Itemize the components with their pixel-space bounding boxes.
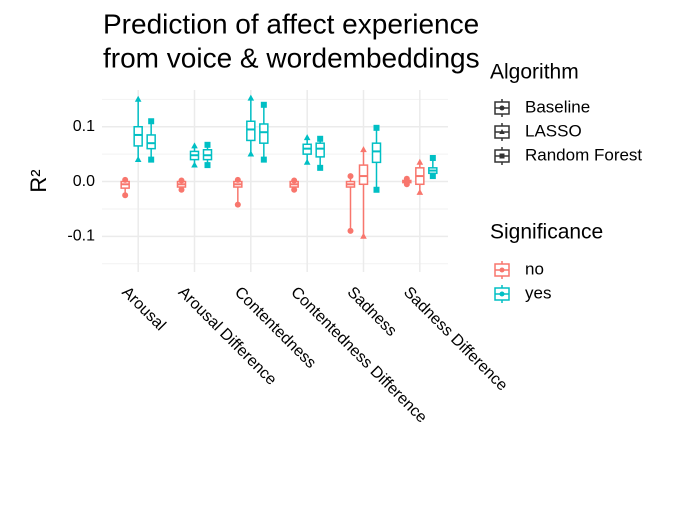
legend-label: yes [525, 283, 551, 302]
min-point [191, 161, 198, 168]
legend-label: no [525, 259, 544, 278]
x-tick-label: Sadness [344, 284, 400, 340]
max-point [260, 101, 267, 108]
min-point [234, 201, 241, 208]
min-point [291, 186, 298, 193]
x-tick-label: Arousal [118, 284, 168, 334]
legend-icon [499, 153, 505, 159]
legend-label: Baseline [525, 97, 590, 116]
max-point [416, 158, 424, 165]
max-point [191, 142, 198, 149]
max-point [204, 141, 211, 148]
box-group [428, 154, 438, 180]
max-point [360, 146, 367, 153]
box [146, 134, 156, 150]
y-tick-label: -0.1 [67, 228, 95, 245]
box-group [120, 176, 130, 199]
chart-title: from voice & wordembeddings [103, 42, 480, 73]
max-point [403, 175, 410, 182]
box-group [358, 146, 369, 239]
box-group [259, 101, 269, 163]
min-point [403, 181, 410, 188]
box [371, 142, 382, 164]
box-group [345, 173, 356, 234]
min-point [148, 156, 155, 163]
min-point [317, 164, 324, 171]
y-axis-label: R² [26, 169, 51, 192]
box-group [146, 118, 156, 163]
box [315, 142, 325, 158]
box-group [202, 141, 213, 169]
min-point [416, 188, 424, 195]
max-point [291, 177, 298, 184]
box-group [189, 142, 200, 168]
max-point [134, 95, 142, 102]
box [259, 123, 269, 144]
legend-icon [499, 129, 505, 134]
min-point [429, 173, 436, 180]
box-group [246, 94, 256, 157]
box-group [233, 176, 243, 208]
box-group [402, 175, 412, 188]
min-point [373, 186, 380, 193]
max-point [317, 135, 324, 142]
max-point [303, 134, 311, 141]
box-group [371, 124, 382, 193]
max-point [373, 124, 380, 131]
box-group [133, 95, 143, 163]
min-point [134, 156, 142, 163]
box-group [315, 135, 325, 171]
max-point [234, 176, 241, 183]
min-point [204, 162, 211, 169]
box [358, 164, 369, 186]
max-point [148, 118, 155, 125]
legend-title: Algorithm [490, 61, 579, 84]
min-point [360, 232, 367, 239]
legend-label: LASSO [525, 121, 582, 140]
min-point [260, 156, 267, 163]
max-point [247, 94, 255, 101]
legend-label: Random Forest [525, 145, 642, 164]
x-tick-label: Arousal Difference [175, 284, 280, 389]
box-group [176, 177, 187, 193]
max-point [429, 154, 436, 161]
min-point [122, 192, 129, 199]
box-group [289, 177, 299, 193]
y-tick-label: 0.0 [73, 173, 95, 190]
min-point [347, 227, 354, 234]
min-point [247, 150, 255, 157]
legend-icon [499, 267, 505, 273]
box-group [302, 134, 312, 165]
legend-icon [499, 105, 505, 111]
y-tick-label: 0.1 [73, 118, 95, 135]
legend-title: Significance [490, 221, 603, 244]
max-point [178, 177, 185, 184]
max-point [347, 173, 354, 180]
box [133, 125, 143, 147]
min-point [303, 158, 311, 165]
x-tick-label: Sadness Difference [400, 284, 511, 395]
chart-title: Prediction of affect experience [103, 8, 479, 39]
min-point [178, 186, 185, 193]
box [246, 120, 256, 142]
legend-icon [499, 291, 505, 297]
max-point [122, 176, 129, 183]
box-group [415, 158, 425, 195]
